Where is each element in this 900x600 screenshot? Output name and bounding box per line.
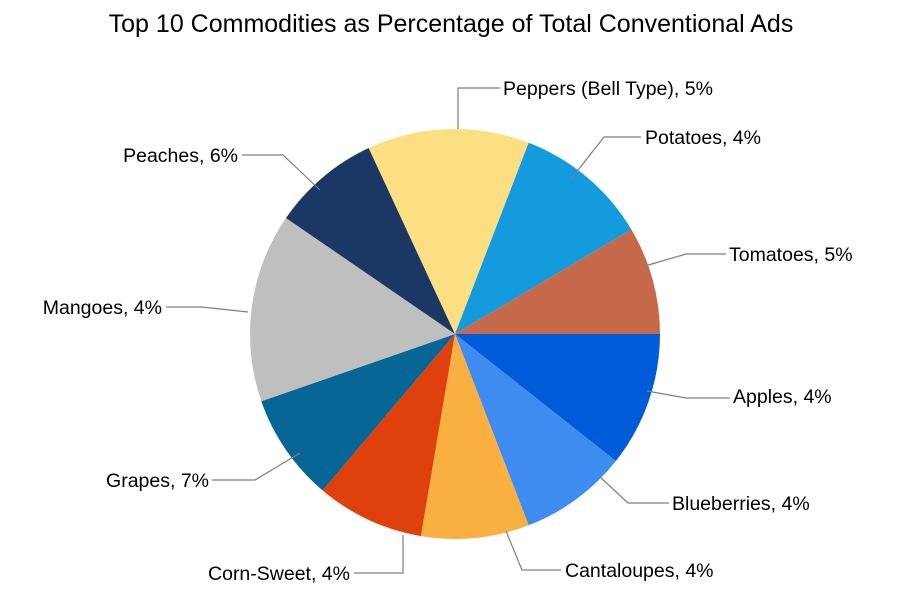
- slice-label: Apples, 4%: [733, 386, 832, 408]
- leader-line: [599, 476, 669, 504]
- pie-slice-blueberries: [420, 334, 529, 539]
- chart-title: Top 10 Commodities as Percentage of Tota…: [109, 10, 794, 38]
- pie-slice-grapes: [249, 217, 455, 402]
- pie-slice-apples: [455, 334, 616, 526]
- leader-line: [505, 530, 561, 571]
- leader-line: [354, 535, 404, 574]
- slice-label: Peppers (Bell Type), 5%: [503, 78, 713, 100]
- slice-label: Grapes, 7%: [106, 470, 209, 492]
- slice-label: Cantaloupes, 4%: [565, 560, 714, 582]
- leader-line: [457, 87, 500, 129]
- slice-label: Mangoes, 4%: [43, 297, 162, 319]
- slice-label: Corn-Sweet, 4%: [208, 563, 350, 585]
- leader-line: [212, 452, 301, 481]
- pie-slice-corn-sweet: [261, 334, 455, 491]
- leader-line: [242, 154, 321, 191]
- leader-line: [646, 390, 730, 399]
- leader-line: [166, 306, 249, 313]
- leader-lines: [166, 87, 730, 574]
- slice-label: Tomatoes, 5%: [729, 244, 853, 266]
- pie-slice-peppers-bell-type: [455, 142, 632, 334]
- slice-labels: Tomatoes, 5% Apples, 4% Blueberries, 4% Can…: [43, 78, 853, 585]
- pie-slice-cantaloupes: [322, 334, 455, 537]
- pie-slice-tomatoes: [455, 334, 660, 462]
- pie-slices: [249, 129, 660, 539]
- slice-label: Potatoes, 4%: [645, 127, 761, 149]
- leader-line: [570, 136, 641, 180]
- slice-label: Peaches, 6%: [123, 145, 238, 167]
- leader-line: [644, 253, 726, 267]
- pie-slice-peaches: [368, 129, 529, 334]
- slice-label: Blueberries, 4%: [672, 493, 810, 515]
- pie-slice-potatoes: [455, 229, 660, 334]
- pie-slice-mangoes: [285, 148, 455, 334]
